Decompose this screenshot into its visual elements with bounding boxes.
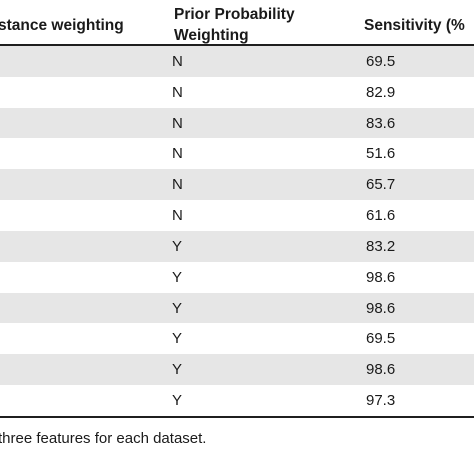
sensitivity-cell: 83.2: [366, 237, 396, 255]
prior-weighting-cell: N: [172, 207, 183, 225]
table-row: Y 98.6: [0, 354, 474, 386]
sensitivity-cell: 82.9: [366, 83, 396, 101]
sensitivity-cell: 51.6: [366, 145, 396, 163]
table-row: N 65.7: [0, 169, 474, 201]
prior-weighting-cell: N: [172, 176, 183, 194]
prior-weighting-cell: Y: [172, 361, 183, 379]
sensitivity-cell: 83.6: [366, 114, 396, 132]
table-body: N 69.5 N 82.9 N 83.6 N 51.6 N 65.7 N 61.6 Y 83.2 Y 98.6…: [0, 46, 474, 416]
sensitivity-cell: 97.3: [366, 392, 396, 410]
table-row: Y 83.2: [0, 230, 474, 262]
table-row: Y 97.3: [0, 385, 474, 416]
sensitivity-cell: 98.6: [366, 268, 396, 286]
table-row: Y 69.5: [0, 323, 474, 354]
prior-weighting-cell: Y: [172, 299, 183, 317]
sensitivity-cell: 98.6: [366, 299, 396, 317]
sensitivity-cell: 65.7: [366, 176, 396, 194]
table-footnote: three features for each dataset.: [0, 430, 207, 447]
sensitivity-cell: 69.5: [366, 330, 396, 348]
sensitivity-cell: 61.6: [366, 207, 396, 225]
table-top-rule: [0, 44, 474, 46]
header-distance-weighting: stance weighting: [0, 17, 124, 34]
prior-weighting-cell: Y: [172, 330, 183, 348]
prior-weighting-cell: N: [172, 114, 183, 132]
prior-weighting-cell: N: [172, 52, 183, 70]
table-row: N 82.9: [0, 77, 474, 108]
table-row: N 61.6: [0, 200, 474, 231]
header-sensitivity: Sensitivity (%: [364, 17, 465, 34]
sensitivity-cell: 69.5: [366, 52, 396, 70]
header-prior-line-1: Prior Probability: [174, 6, 295, 23]
prior-weighting-cell: N: [172, 83, 183, 101]
table-row: Y 98.6: [0, 292, 474, 324]
header-prior-probability-weighting: Prior Probability Weighting: [174, 4, 295, 46]
prior-weighting-cell: Y: [172, 268, 183, 286]
table-bottom-rule: [0, 416, 474, 418]
table-row: N 83.6: [0, 107, 474, 139]
prior-weighting-cell: N: [172, 145, 183, 163]
table-row: N 51.6: [0, 138, 474, 169]
table-row: Y 98.6: [0, 262, 474, 293]
sensitivity-cell: 98.6: [366, 361, 396, 379]
prior-weighting-cell: Y: [172, 237, 183, 255]
table-row: N 69.5: [0, 46, 474, 77]
prior-weighting-cell: Y: [172, 392, 183, 410]
header-prior-line-2: Weighting: [174, 27, 249, 44]
